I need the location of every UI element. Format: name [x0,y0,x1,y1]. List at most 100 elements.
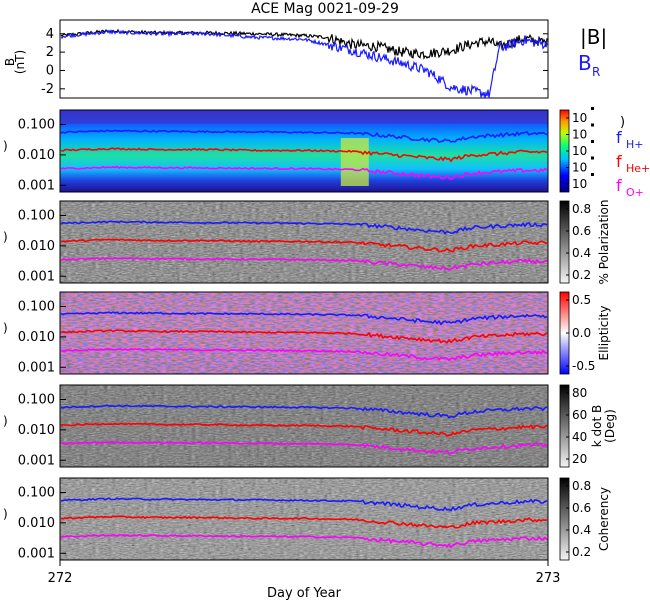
kdotb-y-tick-label: 0.100 [18,392,55,407]
polarization-ylabel-fragment: ) [3,230,8,244]
coherency-y-tick-label: 0.010 [18,516,55,531]
spectrum-colorbar-exponent [591,123,594,127]
kdotb-colorbar [559,384,570,468]
series-line-br [60,29,548,98]
coherency-frame [59,477,549,561]
kdotb-colorbar-tick-label: 60 [572,408,587,422]
kdotb-texture [60,385,548,467]
coherency-colorbar-tick-label: 0.4 [572,523,591,537]
spectrum-line-fhe [60,147,548,163]
spectrum-colorbar-tick-label: 10 [572,128,587,142]
polarization-colorbar-tick-label: 0.2 [572,268,591,282]
x-axis-label: Day of Year [267,586,342,600]
mag-panel: 420-2B(nT)|B|B R [3,19,607,99]
spectrum-colorbar-tick-label: 10 [572,177,587,191]
polarization-colorbar-tick-label: 0.6 [572,224,591,238]
ellipticity-y-tick-label: 0.001 [18,360,55,375]
spectrum-frame [59,109,549,193]
kdotb-colorbar-label: k dot B [590,405,604,447]
polarization-line-fh [60,220,548,235]
legend-fh-sub: H+ [626,138,644,151]
coherency-line-fhe [60,515,548,529]
ellipticity-colorbar-label: Ellipticity [597,306,611,361]
coherency-line-fh [60,497,548,512]
kdotb-line-fo [60,440,548,455]
legend-fo-sub: O+ [626,186,644,199]
mag-ylabel: B [3,58,17,66]
kdotb-y-tick-label: 0.001 [18,453,55,468]
spectrum-colorbar-exponent [591,156,594,160]
panel-polarization: 0.100 0.010 0.001) 0.8 0.6 0.4 0.2 % Polarizati… [3,200,611,285]
legend-fhe: f [616,152,622,171]
legend-fo: f [616,176,622,195]
kdotb-frame [59,384,549,468]
ellipticity-colorbar-tick-label: -0.5 [572,359,595,373]
spectrum-y-tick-label: 0.001 [18,178,55,193]
coherency-y-tick-label: 0.100 [18,485,55,500]
spectrum-enhancement [340,138,369,186]
spectrum-colorbar-tick-label: 10 [572,144,587,158]
mag-y-tick-label: 2 [46,45,54,60]
legend-br: B [578,51,592,75]
coherency-colorbar-tick-label: 0.6 [572,501,591,515]
coherency-colorbar-label: Coherency [597,487,611,551]
coherency-ylabel-fragment: ) [3,507,8,521]
coherency-texture [60,478,548,560]
kdotb-line-fh [60,404,548,419]
mag-y-tick-label: -2 [41,82,54,97]
spectrum-colorbar-exponent [591,107,594,110]
spectrum-y-tick-label: 0.100 [18,117,55,132]
ellipticity-line-fo [60,347,548,362]
ellipticity-colorbar-tick-label: 0.5 [572,293,591,307]
kdotb-line-fhe [60,422,548,437]
kdotb-colorbar-tick-label: 80 [572,386,587,400]
polarization-y-tick-label: 0.001 [18,269,55,284]
ellipticity-frame [59,291,549,375]
mag-ylabel-unit: (nT) [13,50,27,74]
x-tick-label: 272 [48,571,73,586]
legend-btotal: |B| [580,25,607,49]
coherency-colorbar-tick-label: 0.2 [572,545,591,559]
panel-coherency: 0.100 0.010 0.001) 0.8 0.6 0.4 0.2 Coherency [3,477,611,561]
panel-kdotb: 0.100 0.010 0.001) 80 60 40 20k dot B (Deg) [3,384,617,468]
spectrum-colorbar-exponent [591,140,594,143]
ellipticity-line-fh [60,311,548,326]
ellipticity-line-fhe [60,329,548,344]
polarization-y-tick-label: 0.100 [18,208,55,223]
kdotb-y-tick-label: 0.010 [18,423,55,438]
mag-y-tick-label: 4 [46,27,54,42]
coherency-line-fo [60,533,548,549]
polarization-colorbar-tick-label: 0.8 [572,202,591,216]
polarization-colorbar [559,200,570,284]
ellipticity-colorbar-tick-label: 0.0 [572,326,591,340]
legend-fh: f [616,128,622,147]
spectrum-top-band [60,112,548,124]
spectrum-colorbar-label-fragment: ) [620,115,625,130]
mag-y-tick-label: 0 [46,63,54,78]
x-axis: 272 273 Day of Year [48,560,560,600]
polarization-colorbar-label: % Polarization [597,200,611,285]
legend-br-sub: R [592,65,600,79]
kdotb-colorbar-tick-label: 20 [572,452,587,466]
coherency-y-tick-label: 0.001 [18,546,55,561]
polarization-y-tick-label: 0.010 [18,239,55,254]
spectrum-colorbar-tick-label: 10 [572,161,587,175]
spectrum-line-fo [60,165,548,181]
polarization-frame [59,200,549,284]
polarization-line-fo [60,256,548,271]
polarization-colorbar-tick-label: 0.4 [572,246,591,260]
kdotb-ylabel-fragment: ) [3,414,8,428]
spectrum-colorbar-tick-label: 10 [572,111,587,125]
chart-title: ACE Mag 0021-09-29 [251,1,399,17]
coherency-colorbar [559,477,570,561]
spectrum-line-fh [60,129,548,144]
ellipticity-y-tick-label: 0.100 [18,299,55,314]
series-line-btotal [60,28,548,60]
spectrum-ylabel-fragment: ) [3,139,8,153]
legend-fhe-sub: He+ [626,162,650,175]
spectrum-y-tick-label: 0.010 [18,148,55,163]
spectrum-colorbar-exponent [591,173,594,176]
